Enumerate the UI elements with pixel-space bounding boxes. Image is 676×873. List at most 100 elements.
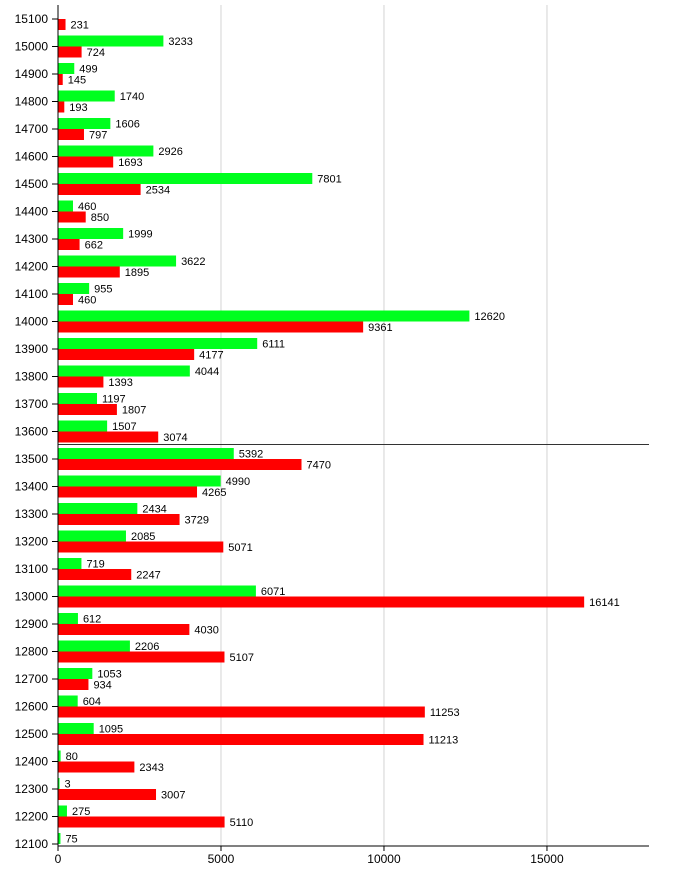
y-tick-label: 13200 bbox=[15, 535, 49, 549]
data-label: 3622 bbox=[181, 256, 205, 268]
bar-red bbox=[58, 349, 195, 360]
data-label: 7801 bbox=[317, 174, 341, 186]
bar-green bbox=[58, 723, 94, 734]
y-tick-label: 14900 bbox=[15, 67, 49, 81]
data-label: 3233 bbox=[168, 36, 192, 48]
y-tick-label: 12500 bbox=[15, 727, 49, 741]
y-tick-label: 12800 bbox=[15, 645, 49, 659]
bar-red bbox=[58, 596, 585, 608]
bar-green bbox=[58, 695, 78, 707]
data-label: 2534 bbox=[146, 185, 170, 197]
bar-red bbox=[58, 156, 114, 168]
bar-green bbox=[58, 448, 234, 459]
bar-red bbox=[58, 569, 132, 580]
data-label: 2247 bbox=[136, 570, 160, 582]
bar-red bbox=[58, 74, 63, 85]
data-label: 1095 bbox=[99, 724, 123, 736]
bar-red bbox=[58, 541, 224, 553]
data-label: 1053 bbox=[97, 669, 121, 681]
data-label: 1606 bbox=[115, 119, 139, 131]
bar-green bbox=[58, 613, 78, 624]
data-label: 797 bbox=[89, 130, 107, 142]
data-label: 1507 bbox=[112, 421, 136, 433]
data-label: 1895 bbox=[125, 267, 149, 279]
y-tick-label: 13500 bbox=[15, 452, 49, 466]
data-label: 9361 bbox=[368, 322, 392, 334]
bar-green bbox=[58, 750, 61, 762]
data-label: 231 bbox=[71, 20, 89, 32]
bar-green bbox=[58, 35, 164, 47]
data-label: 2434 bbox=[142, 504, 166, 516]
data-label: 12620 bbox=[474, 311, 505, 323]
data-label: 145 bbox=[68, 75, 86, 87]
data-label: 955 bbox=[94, 284, 112, 296]
data-label: 5392 bbox=[239, 449, 263, 461]
data-label: 719 bbox=[86, 559, 104, 571]
bar-red bbox=[58, 321, 364, 333]
y-tick-label: 14800 bbox=[15, 95, 49, 109]
y-tick-label: 14600 bbox=[15, 150, 49, 164]
y-tick-label: 13900 bbox=[15, 342, 49, 356]
y-tick-label: 12600 bbox=[15, 700, 49, 714]
data-label: 2343 bbox=[139, 762, 163, 774]
data-label: 1999 bbox=[128, 229, 152, 241]
data-label: 2085 bbox=[131, 531, 155, 543]
y-tick-label: 15000 bbox=[15, 40, 49, 54]
data-label: 7470 bbox=[307, 460, 331, 472]
data-label: 1693 bbox=[118, 157, 142, 169]
data-label: 1393 bbox=[108, 377, 132, 389]
data-label: 11253 bbox=[430, 707, 460, 719]
bar-green bbox=[58, 393, 98, 404]
y-tick-label: 14000 bbox=[15, 315, 49, 329]
bar-red bbox=[58, 734, 424, 745]
y-tick-label: 13100 bbox=[15, 562, 49, 576]
data-label: 6111 bbox=[262, 339, 285, 351]
y-tick-label: 13600 bbox=[15, 425, 49, 439]
y-tick-label: 14100 bbox=[15, 287, 49, 301]
bar-red bbox=[58, 679, 89, 690]
data-label: 3074 bbox=[163, 432, 187, 444]
y-tick-label: 13000 bbox=[15, 590, 49, 604]
bar-green bbox=[58, 310, 470, 322]
bar-green bbox=[58, 778, 60, 789]
data-label: 5107 bbox=[229, 652, 253, 664]
data-label: 275 bbox=[72, 806, 90, 818]
data-label: 5110 bbox=[230, 817, 254, 829]
data-label: 4044 bbox=[195, 366, 219, 378]
bar-green bbox=[58, 90, 115, 102]
y-tick-label: 13800 bbox=[15, 370, 49, 384]
bar-green bbox=[58, 173, 313, 184]
x-tick-label: 5000 bbox=[208, 852, 235, 866]
bar-red bbox=[58, 239, 80, 250]
y-tick-label: 14700 bbox=[15, 122, 49, 136]
data-label: 3007 bbox=[161, 790, 185, 802]
y-tick-label: 14400 bbox=[15, 205, 49, 219]
y-tick-label: 14200 bbox=[15, 260, 49, 274]
data-label: 3729 bbox=[185, 515, 209, 527]
data-label: 499 bbox=[79, 64, 97, 76]
bar-green bbox=[58, 365, 190, 377]
y-tick-label: 14500 bbox=[15, 177, 49, 191]
bar-red bbox=[58, 761, 135, 773]
bar-red bbox=[58, 46, 82, 58]
data-label: 934 bbox=[93, 680, 111, 692]
bar-green bbox=[58, 475, 221, 487]
bar-green bbox=[58, 503, 138, 514]
data-label: 11213 bbox=[429, 735, 459, 747]
y-tick-label: 12300 bbox=[15, 782, 49, 796]
bar-green bbox=[58, 668, 93, 679]
bar-red bbox=[58, 184, 141, 195]
bar-red bbox=[58, 431, 159, 443]
bar-green bbox=[58, 640, 130, 652]
data-label: 5071 bbox=[228, 542, 252, 554]
bar-red bbox=[58, 294, 73, 305]
bar-green bbox=[58, 200, 73, 212]
data-label: 1740 bbox=[120, 91, 144, 103]
data-label: 3 bbox=[65, 779, 71, 791]
bar-red bbox=[58, 19, 66, 30]
data-label: 4265 bbox=[202, 487, 226, 499]
bar-green bbox=[58, 145, 154, 157]
bar-red bbox=[58, 266, 120, 278]
y-tick-label: 13400 bbox=[15, 480, 49, 494]
bar-red bbox=[58, 514, 180, 525]
